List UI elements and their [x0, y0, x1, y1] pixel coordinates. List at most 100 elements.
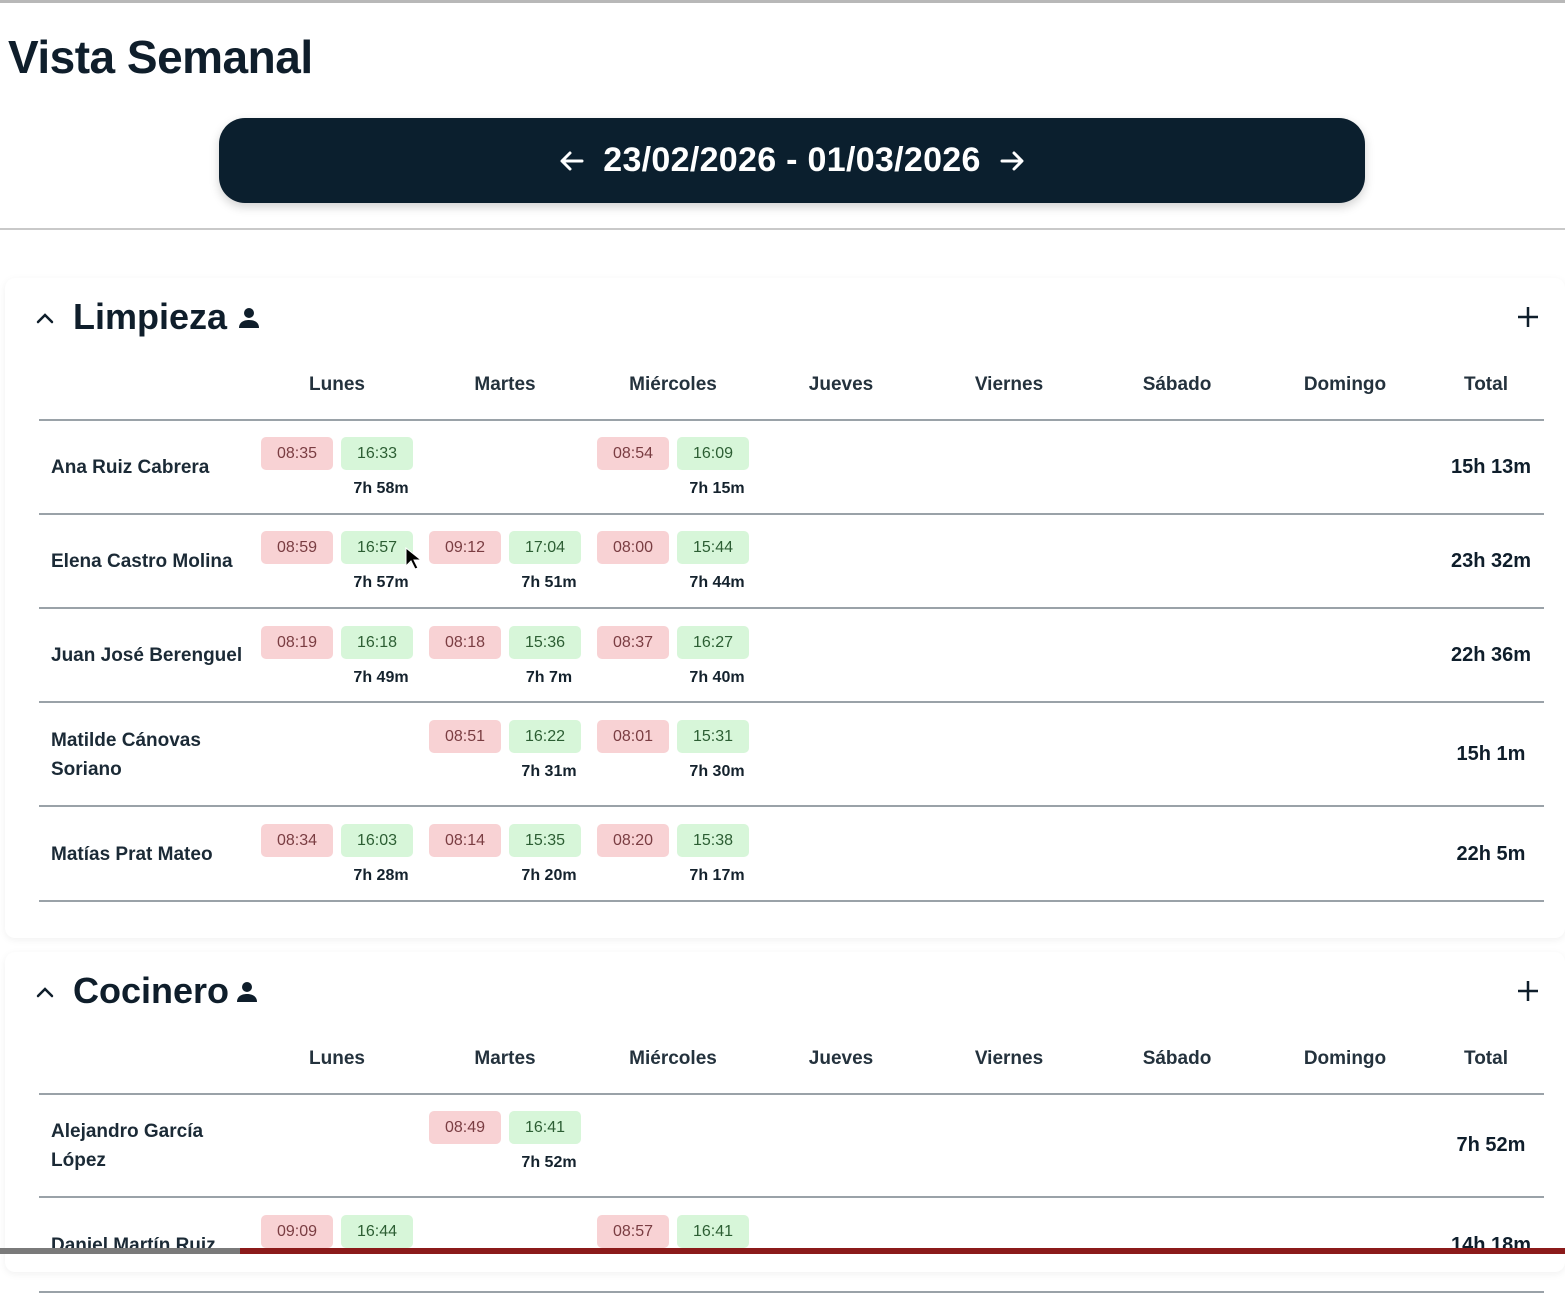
column-header-7: Total	[1464, 374, 1508, 395]
day-duration: 7h 30m	[689, 763, 745, 780]
clock-out-chip[interactable]: 16:41	[509, 1111, 581, 1144]
employee-name[interactable]: Matilde Cánovas Soriano	[51, 730, 201, 780]
employee-total: 23h 32m	[1450, 549, 1532, 572]
employee-name[interactable]: Matías Prat Mateo	[51, 843, 213, 865]
column-header-0: Lunes	[309, 1048, 365, 1069]
clock-out-chip[interactable]: 16:41	[677, 1215, 749, 1248]
clock-out-chip[interactable]: 16:44	[341, 1215, 413, 1248]
clock-out-chip[interactable]: 16:09	[677, 437, 749, 470]
clock-in-chip[interactable]: 08:20	[597, 824, 669, 857]
section-title: Cocinero	[73, 970, 230, 1011]
clock-in-chip[interactable]: 09:09	[261, 1215, 333, 1248]
day-duration: 7h 58m	[353, 480, 409, 497]
section-title: Limpieza	[73, 296, 228, 337]
clock-out-chip[interactable]: 15:35	[509, 824, 581, 857]
employee-total: 15h 1m	[1456, 743, 1526, 765]
row-divider	[39, 513, 1544, 515]
clock-out-chip[interactable]: 15:44	[677, 531, 749, 564]
clock-in-chip[interactable]: 08:49	[429, 1111, 501, 1144]
clock-in-chip[interactable]: 08:37	[597, 626, 669, 659]
column-header-2: Miércoles	[629, 374, 717, 395]
day-duration: 7h 49m	[353, 669, 409, 686]
divider	[0, 228, 1565, 230]
mouse-cursor-icon	[405, 546, 423, 571]
arrow-right-icon[interactable]	[995, 144, 1029, 178]
page-title: Vista Semanal	[8, 31, 313, 83]
week-navigator: 23/02/2026 - 01/03/2026	[219, 118, 1365, 203]
employee-name[interactable]: Ana Ruiz Cabrera	[51, 456, 210, 478]
clock-out-chip[interactable]: 16:57	[341, 531, 413, 564]
employee-total: 15h 13m	[1450, 455, 1532, 478]
bottom-bar	[0, 1248, 240, 1254]
employee-total: 7h 52m	[1456, 1134, 1526, 1156]
clock-in-chip[interactable]: 08:19	[261, 626, 333, 659]
chevron-up-icon[interactable]	[33, 980, 57, 1004]
clock-in-chip[interactable]: 08:18	[429, 626, 501, 659]
clock-out-chip[interactable]: 15:36	[509, 626, 581, 659]
day-duration: 7h 20m	[521, 867, 577, 884]
day-duration: 7h 31m	[521, 763, 577, 780]
column-header-5: Sábado	[1142, 374, 1212, 395]
day-duration: 7h 28m	[353, 867, 409, 884]
day-duration: 7h 17m	[689, 867, 745, 884]
column-header-3: Jueves	[808, 374, 874, 395]
day-duration: 7h 15m	[689, 480, 745, 497]
column-header-0: Lunes	[309, 374, 365, 395]
header-divider	[39, 1093, 1544, 1095]
clock-in-chip[interactable]: 09:12	[429, 531, 501, 564]
employee-name[interactable]: Elena Castro Molina	[51, 550, 233, 572]
column-header-1: Martes	[474, 1048, 536, 1069]
add-employee-button[interactable]	[1513, 976, 1543, 1006]
header-divider	[39, 419, 1544, 421]
day-duration: 7h 51m	[521, 574, 577, 591]
clock-out-chip[interactable]: 15:38	[677, 824, 749, 857]
employee-total: 22h 5m	[1456, 842, 1526, 865]
chevron-up-icon[interactable]	[33, 306, 57, 330]
clock-in-chip[interactable]: 08:00	[597, 531, 669, 564]
employee-name[interactable]: Juan José Berenguel	[51, 645, 243, 666]
week-range: 23/02/2026 - 01/03/2026	[603, 141, 981, 179]
column-header-6: Domingo	[1303, 1048, 1387, 1069]
column-header-4: Viernes	[974, 374, 1044, 395]
section-cocinero: Cocinero Lunes Martes Miércoles Jueves Vierne…	[5, 952, 1565, 1293]
clock-out-chip[interactable]: 15:31	[677, 720, 749, 753]
column-header-2: Miércoles	[629, 1048, 717, 1069]
day-duration: 7h 57m	[353, 574, 409, 591]
clock-in-chip[interactable]: 08:35	[261, 437, 333, 470]
row-divider	[39, 1196, 1544, 1198]
clock-in-chip[interactable]: 08:57	[597, 1215, 669, 1248]
employee-total: 22h 36m	[1450, 644, 1532, 666]
section-limpieza: Limpieza Lunes Martes Miércoles Jueves Vierne…	[5, 278, 1565, 938]
person-icon	[233, 978, 261, 1006]
bottom-bar-accent	[240, 1248, 1565, 1254]
clock-in-chip[interactable]: 08:34	[261, 824, 333, 857]
clock-in-chip[interactable]: 08:59	[261, 531, 333, 564]
clock-out-chip[interactable]: 16:27	[677, 626, 749, 659]
employee-name[interactable]: Alejandro García López	[51, 1121, 204, 1171]
clock-out-chip[interactable]: 16:03	[341, 824, 413, 857]
clock-in-chip[interactable]: 08:01	[597, 720, 669, 753]
day-duration: 7h 52m	[521, 1154, 577, 1171]
day-duration: 7h 44m	[689, 574, 745, 591]
clock-in-chip[interactable]: 08:51	[429, 720, 501, 753]
employee-name[interactable]: Daniel Martín Ruiz	[51, 1234, 216, 1256]
column-header-7: Total	[1464, 1048, 1508, 1069]
row-divider	[39, 701, 1544, 703]
day-duration: 7h 7m	[525, 669, 573, 686]
clock-out-chip[interactable]: 16:18	[341, 626, 413, 659]
row-divider	[39, 607, 1544, 609]
row-divider	[39, 900, 1544, 902]
column-header-6: Domingo	[1303, 374, 1387, 395]
row-divider	[39, 805, 1544, 807]
clock-in-chip[interactable]: 08:54	[597, 437, 669, 470]
clock-out-chip[interactable]: 17:04	[509, 531, 581, 564]
column-header-1: Martes	[474, 374, 536, 395]
column-header-3: Jueves	[808, 1048, 874, 1069]
clock-in-chip[interactable]: 08:14	[429, 824, 501, 857]
clock-out-chip[interactable]: 16:22	[509, 720, 581, 753]
add-employee-button[interactable]	[1513, 302, 1543, 332]
person-icon	[235, 304, 263, 332]
clock-out-chip[interactable]: 16:33	[341, 437, 413, 470]
day-duration: 7h 40m	[689, 669, 745, 686]
arrow-left-icon[interactable]	[555, 144, 589, 178]
